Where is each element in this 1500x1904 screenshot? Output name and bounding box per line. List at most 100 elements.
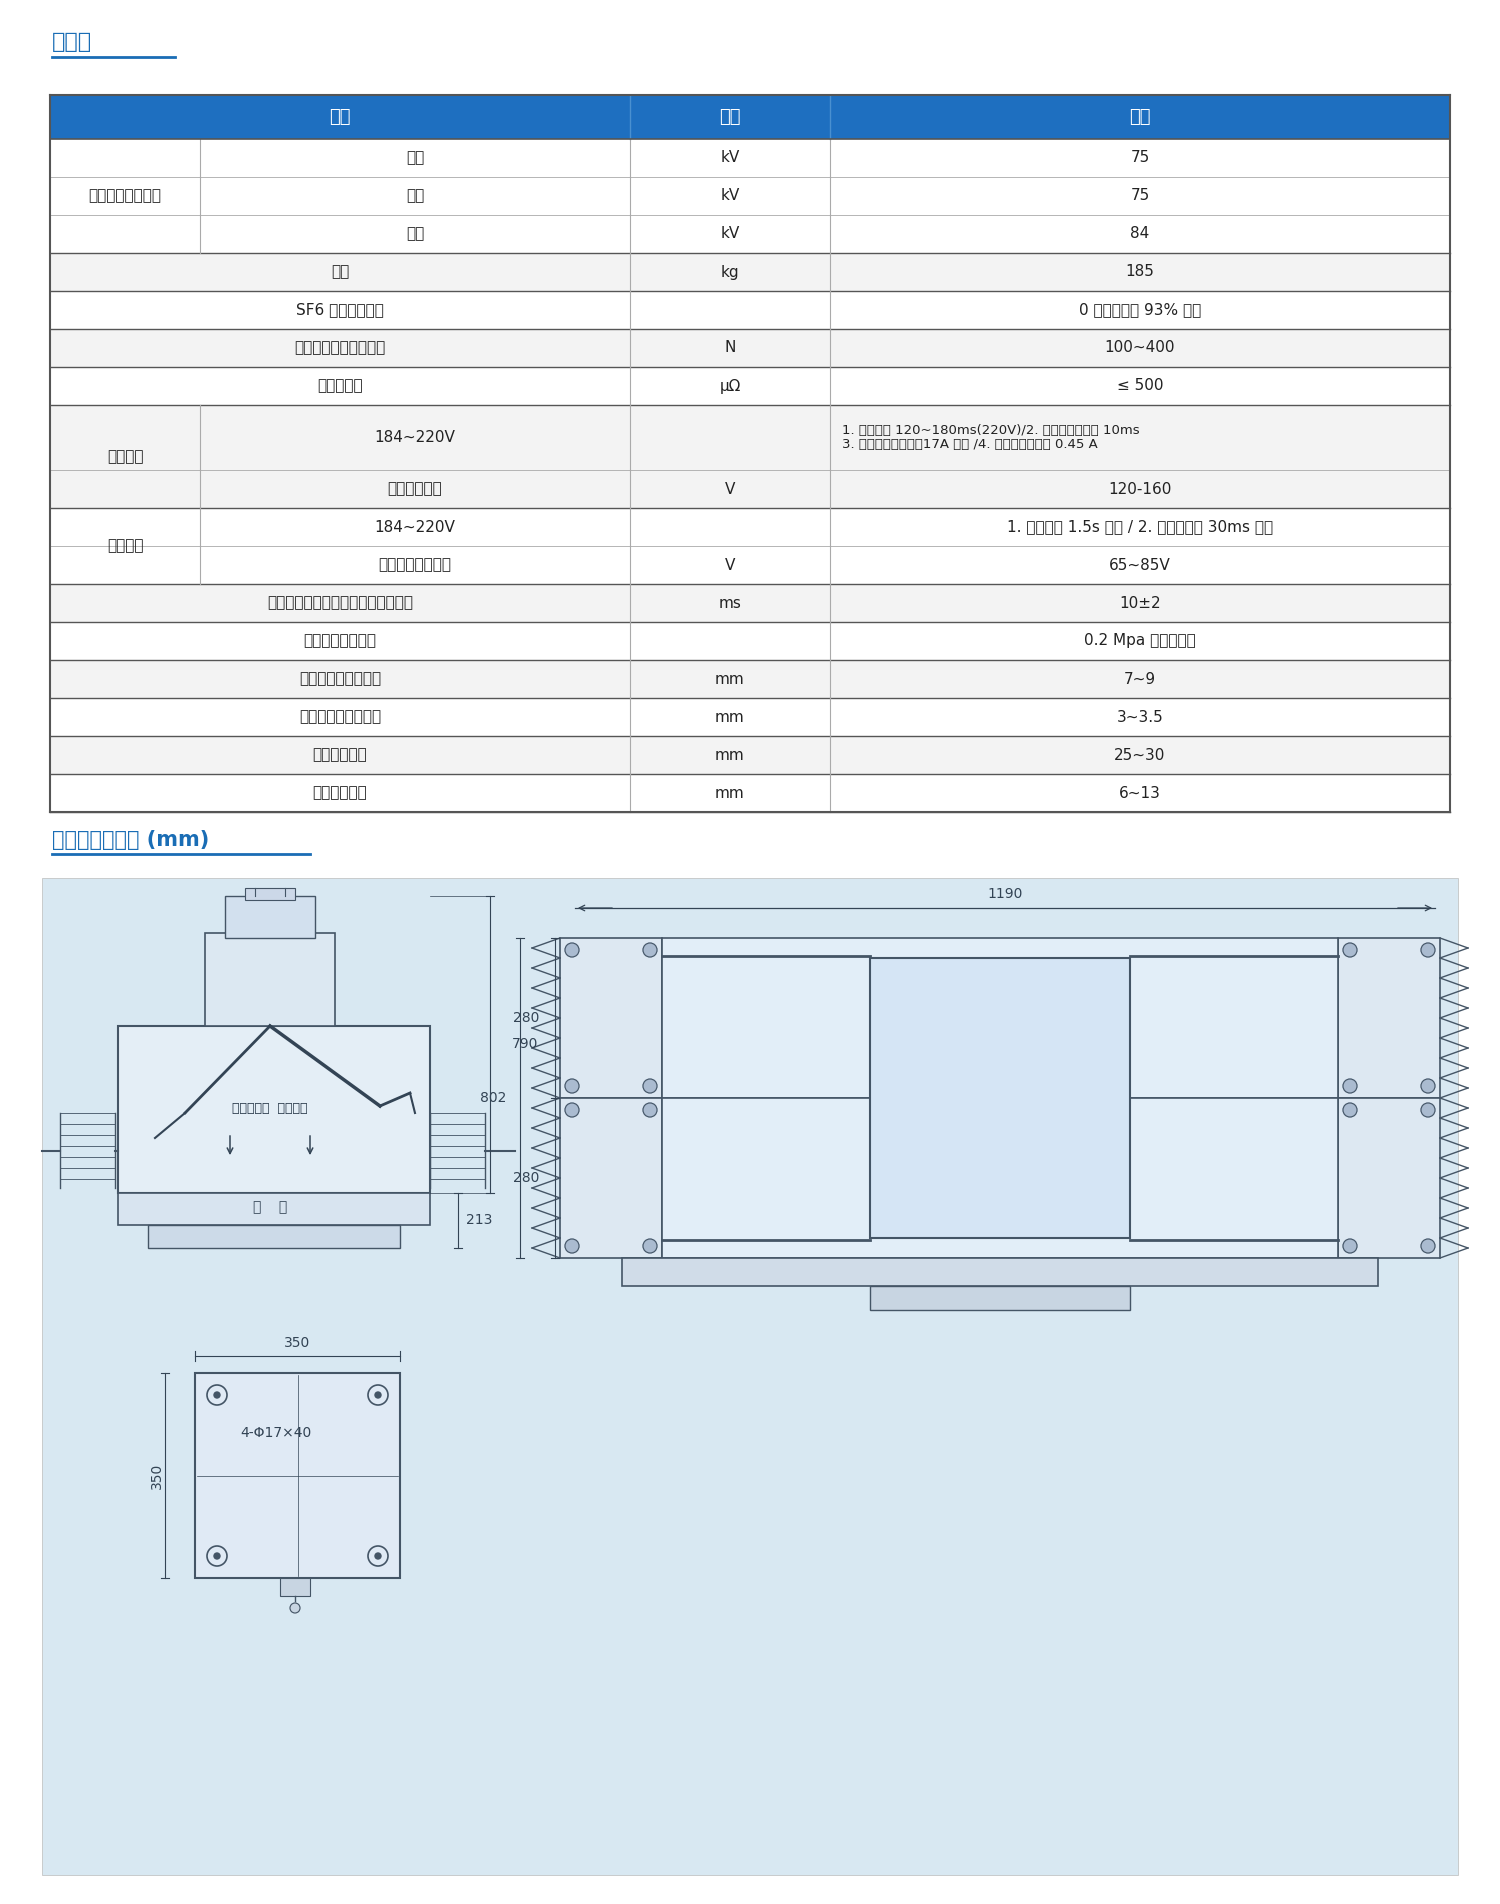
Circle shape	[290, 1603, 300, 1613]
Text: 分    合: 分 合	[254, 1200, 286, 1215]
Bar	[50, 95, 1450, 139]
Bar	[50, 661, 1450, 699]
Bar	[50, 177, 1450, 215]
Text: 6~13: 6~13	[1119, 786, 1161, 800]
Circle shape	[644, 942, 657, 958]
Circle shape	[1420, 1102, 1436, 1118]
Text: μΩ: μΩ	[720, 379, 741, 394]
Text: 75: 75	[1131, 188, 1149, 204]
Text: 参数: 参数	[1130, 109, 1150, 126]
Text: 合闸操作: 合闸操作	[106, 449, 144, 465]
Text: mm: mm	[716, 748, 746, 762]
Text: 3~3.5: 3~3.5	[1116, 710, 1164, 725]
Text: 断口: 断口	[406, 227, 424, 242]
Bar	[206, 933, 334, 1026]
Text: 1. 分闸时间 1.5s 以下 / 2. 不同期时间 30ms 以下: 1. 分闸时间 1.5s 以下 / 2. 不同期时间 30ms 以下	[1007, 520, 1274, 535]
Bar	[50, 367, 1450, 406]
Text: 350: 350	[285, 1337, 310, 1350]
Text: 4-Φ17×40: 4-Φ17×40	[240, 1426, 312, 1439]
Circle shape	[566, 1102, 579, 1118]
Text: 隔离断口超距: 隔离断口超距	[312, 786, 368, 800]
Bar	[50, 623, 1450, 661]
Bar	[50, 546, 1450, 585]
Bar	[50, 775, 1450, 811]
Text: 0 表压浓度为 93% 以上: 0 表压浓度为 93% 以上	[1078, 303, 1202, 318]
Text: 185: 185	[1125, 265, 1155, 280]
Bar	[622, 1259, 1378, 1285]
Circle shape	[375, 1554, 381, 1559]
Text: SF6 气体额定表压: SF6 气体额定表压	[296, 303, 384, 318]
Circle shape	[1342, 942, 1358, 958]
Text: 分闸操作: 分闸操作	[106, 539, 144, 554]
Circle shape	[368, 1546, 388, 1565]
Text: kV: kV	[720, 188, 740, 204]
Bar	[50, 291, 1450, 329]
Text: 10±2: 10±2	[1119, 596, 1161, 611]
Text: 84: 84	[1131, 227, 1149, 242]
Text: 冲击耐压（峰值）: 冲击耐压（峰值）	[88, 188, 162, 204]
Text: 184~220V: 184~220V	[375, 430, 456, 446]
Bar	[870, 1285, 1130, 1310]
Bar	[662, 939, 1338, 1099]
Text: 气密试验（检漏）: 气密试验（检漏）	[303, 634, 376, 649]
Circle shape	[1342, 1102, 1358, 1118]
Bar	[662, 1099, 1338, 1259]
Text: 0.2 Mpa 表压无漏气: 0.2 Mpa 表压无漏气	[1084, 634, 1196, 649]
Circle shape	[1420, 1080, 1436, 1093]
Text: mm: mm	[716, 710, 746, 725]
Text: 真空灭弧室触头超距: 真空灭弧室触头超距	[298, 710, 381, 725]
Text: kV: kV	[720, 150, 740, 166]
Bar	[50, 215, 1450, 253]
Text: 真空灭弧室触头开距: 真空灭弧室触头开距	[298, 672, 381, 687]
Text: 280: 280	[513, 1011, 538, 1024]
Circle shape	[1342, 1240, 1358, 1253]
Bar	[560, 939, 662, 1099]
Text: 隔离断口与真空弧室合分操作时间差: 隔离断口与真空弧室合分操作时间差	[267, 596, 413, 611]
Text: 项目: 项目	[330, 109, 351, 126]
Text: N: N	[724, 341, 735, 356]
Circle shape	[1420, 942, 1436, 958]
Bar	[1338, 1099, 1440, 1259]
Text: 1. 合闸时间 120~180ms(220V)/2. 弹跳时间不大于 10ms
3. 吸合电流（峰值）17A 以下 /4. 保持电流不大于 0.45 A: 1. 合闸时间 120~180ms(220V)/2. 弹跳时间不大于 10ms …	[842, 423, 1140, 451]
Text: kV: kV	[720, 227, 740, 242]
Bar	[50, 470, 1450, 508]
Circle shape	[644, 1102, 657, 1118]
Text: ms: ms	[718, 596, 741, 611]
Bar	[118, 1026, 430, 1194]
Circle shape	[207, 1384, 226, 1405]
Bar	[244, 887, 296, 901]
Text: 280: 280	[513, 1171, 538, 1184]
Text: 7~9: 7~9	[1124, 672, 1156, 687]
Bar	[50, 585, 1450, 623]
Text: 合闸后储能  手动合闸: 合闸后储能 手动合闸	[232, 1102, 308, 1114]
Text: 65~85V: 65~85V	[1108, 558, 1172, 573]
Text: mm: mm	[716, 672, 746, 687]
Text: 802: 802	[480, 1091, 506, 1104]
Circle shape	[368, 1384, 388, 1405]
Text: 相间: 相间	[406, 188, 424, 204]
Text: 790: 790	[512, 1038, 538, 1051]
Text: kg: kg	[720, 265, 740, 280]
Text: 净重: 净重	[332, 265, 350, 280]
Bar	[50, 139, 1450, 177]
Text: V: V	[724, 482, 735, 497]
Bar	[50, 406, 1450, 470]
Bar	[148, 1224, 400, 1247]
Circle shape	[375, 1392, 381, 1398]
Text: 隔离断口开距: 隔离断口开距	[312, 748, 368, 762]
Bar	[225, 897, 315, 939]
Circle shape	[214, 1554, 220, 1559]
Text: 100~400: 100~400	[1104, 341, 1176, 356]
Text: 350: 350	[150, 1462, 164, 1489]
Text: 对地: 对地	[406, 150, 424, 166]
Text: 单位: 单位	[720, 109, 741, 126]
Text: 主回路电阻: 主回路电阻	[316, 379, 363, 394]
Text: 外形及安装尺寸 (mm): 外形及安装尺寸 (mm)	[53, 830, 208, 849]
Bar	[50, 253, 1450, 291]
Text: 120-160: 120-160	[1108, 482, 1172, 497]
Text: ≤ 500: ≤ 500	[1116, 379, 1164, 394]
Text: mm: mm	[716, 786, 746, 800]
Bar	[1338, 939, 1440, 1099]
Bar	[118, 1194, 430, 1224]
Bar	[50, 737, 1450, 775]
